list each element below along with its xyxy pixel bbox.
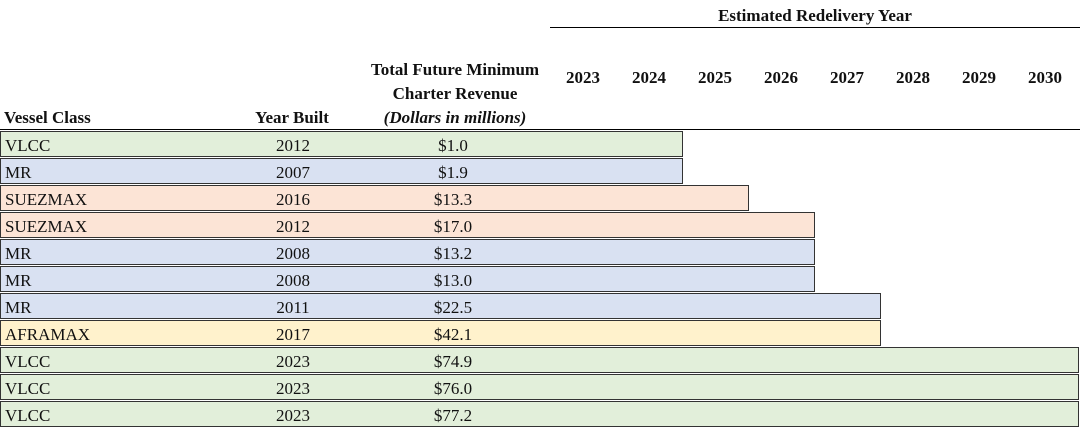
vessel-class-cell: MR	[5, 163, 32, 182]
charter-revenue-cell: $76.0	[433, 379, 473, 398]
year-built-cell: 2017	[276, 325, 310, 344]
table-row: AFRAMAX 2017 $42.1	[0, 320, 881, 346]
table-row: VLCC 2023 $74.9	[0, 347, 1079, 373]
charter-revenue-cell: $1.0	[438, 136, 468, 155]
year-built-cell: 2012	[276, 136, 310, 155]
charter-revenue-cell: $77.2	[433, 406, 473, 425]
year-built-cell: 2016	[276, 190, 310, 209]
table-row: SUEZMAX 2016 $13.3	[0, 185, 749, 211]
table-row: MR 2007 $1.9	[0, 158, 683, 184]
year-built-cell: 2011	[276, 298, 310, 317]
year-built-cell: 2023	[276, 352, 310, 371]
charter-revenue-cell: $42.1	[433, 325, 473, 344]
group-underline	[550, 27, 1080, 28]
year-built-cell: 2007	[276, 163, 310, 182]
year-built-cell: 2023	[276, 406, 310, 425]
charter-revenue-cell: $22.5	[433, 298, 473, 317]
year-built-cell: 2023	[276, 379, 310, 398]
year-header-2024: 2024	[632, 68, 666, 87]
rev-header-unit: (Dollars in millions)	[383, 108, 527, 127]
year-header-2027: 2027	[830, 68, 864, 87]
year-header-2023: 2023	[566, 68, 600, 87]
table-row: MR 2008 $13.2	[0, 239, 815, 265]
vessel-class-cell: MR	[5, 244, 32, 263]
year-built-cell: 2012	[276, 217, 310, 236]
vessel-class-cell: SUEZMAX	[5, 217, 88, 236]
vessel-class-cell: VLCC	[5, 136, 51, 155]
table-row: MR 2011 $22.5	[0, 293, 881, 319]
rev-header-line2: Charter Revenue	[392, 84, 518, 103]
vessel-class-cell: AFRAMAX	[5, 325, 91, 344]
col-header-vessel-class: Vessel Class	[4, 108, 91, 127]
year-header-2025: 2025	[698, 68, 732, 87]
year-header-2028: 2028	[896, 68, 930, 87]
header-rule	[0, 129, 1080, 130]
table-row: VLCC 2023 $76.0	[0, 374, 1079, 400]
col-header-charter-revenue: Total Future Minimum Charter Revenue (Do…	[352, 58, 558, 130]
charter-revenue-cell: $1.9	[438, 163, 468, 182]
vessel-class-cell: VLCC	[5, 406, 51, 425]
year-header-2026: 2026	[764, 68, 798, 87]
table-row: VLCC 2012 $1.0	[0, 131, 683, 157]
vessel-class-cell: SUEZMAX	[5, 190, 88, 209]
year-built-cell: 2008	[276, 244, 310, 263]
year-built-cell: 2008	[276, 271, 310, 290]
vessel-class-cell: MR	[5, 271, 32, 290]
charter-revenue-cell: $13.3	[433, 190, 473, 209]
vessel-class-cell: VLCC	[5, 352, 51, 371]
table-row: VLCC 2023 $77.2	[0, 401, 1079, 427]
vessel-class-cell: VLCC	[5, 379, 51, 398]
charter-revenue-cell: $74.9	[433, 352, 473, 371]
col-header-year-built: Year Built	[255, 108, 329, 127]
charter-revenue-cell: $13.2	[433, 244, 473, 263]
vessel-class-cell: MR	[5, 298, 32, 317]
charter-revenue-cell: $13.0	[433, 271, 473, 290]
charter-revenue-cell: $17.0	[433, 217, 473, 236]
rev-header-line1: Total Future Minimum	[370, 60, 540, 79]
year-header-2030: 2030	[1028, 68, 1062, 87]
year-header-2029: 2029	[962, 68, 996, 87]
table-row: SUEZMAX 2012 $17.0	[0, 212, 815, 238]
redelivery-group-title: Estimated Redelivery Year	[718, 6, 912, 25]
table-row: MR 2008 $13.0	[0, 266, 815, 292]
